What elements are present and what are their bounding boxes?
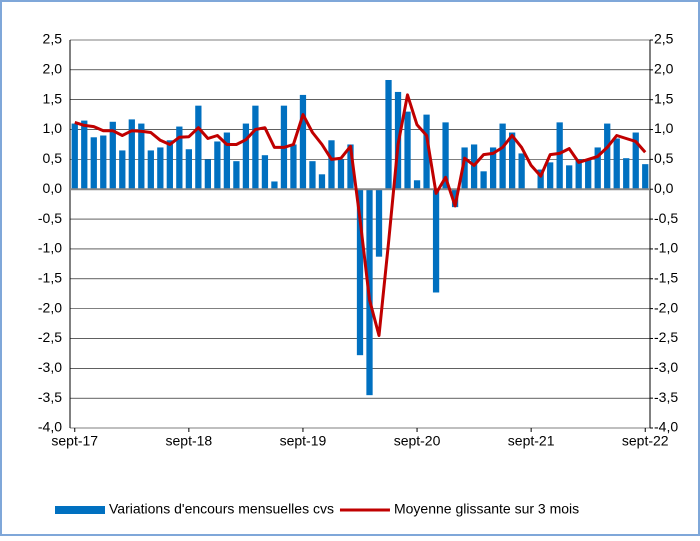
bar [309,161,316,190]
x-tick-label: sept-22 [622,433,669,449]
bar [347,144,354,190]
bar [195,105,202,190]
bar [642,164,649,190]
bar [147,150,154,190]
bar [480,171,487,190]
bar [176,126,183,190]
bar [204,159,212,190]
bar [385,79,392,190]
y-tick-label: -3,5 [38,389,62,405]
bar [100,135,107,190]
legend-label: Variations d'encours mensuelles cvs [109,501,334,517]
bar [290,144,297,190]
y2-tick-label: -0,5 [654,210,678,226]
bar [442,122,449,190]
y-tick-label: 0,0 [43,180,63,196]
bar [328,140,335,190]
y-tick-label: -1,0 [38,240,62,256]
y2-tick-label: 1,5 [654,90,674,106]
y2-tick-label: -4,0 [654,419,678,435]
y-tick-label: 0,5 [43,150,63,166]
bar [404,111,411,190]
y2-tick-label: -1,0 [654,240,678,256]
bar [613,138,620,190]
bar [166,140,173,190]
bar [508,132,516,190]
bar [499,123,506,190]
bar [623,158,630,190]
bar [489,147,497,190]
y-tick-label: 1,0 [43,120,63,136]
bar [575,159,582,190]
y2-tick-label: -3,0 [654,359,678,375]
bar [261,155,269,190]
bar [566,165,573,190]
bar [413,180,421,190]
y2-tick-label: 2,0 [654,61,674,77]
bar [547,162,554,190]
bar [214,141,221,190]
bar [423,114,430,190]
bar [71,123,78,190]
y2-tick-label: -2,5 [654,329,678,345]
y2-tick-label: 0,5 [654,150,674,166]
y-tick-label: -0,5 [38,210,62,226]
y-tick-label: -2,5 [38,329,62,345]
bar [271,181,278,190]
y2-tick-label: -2,0 [654,299,678,315]
bar [356,189,364,356]
y-tick-label: 1,5 [43,90,63,106]
bar [90,137,97,190]
bar [585,159,592,190]
y-tick-label: 2,0 [43,61,63,77]
y2-tick-label: -3,5 [654,389,678,405]
x-tick-label: sept-17 [51,433,98,449]
bar [632,132,639,190]
legend-swatch [55,506,105,514]
y-tick-label: -4,0 [38,419,62,435]
bar [128,119,135,190]
bar [518,153,525,190]
x-tick-label: sept-20 [394,433,441,449]
bar [594,147,601,190]
bar [537,169,544,190]
x-tick-label: sept-18 [166,433,213,449]
bar [432,189,440,293]
bar [138,123,145,190]
y2-tick-label: 0,0 [654,180,674,196]
bar [119,150,126,190]
y-tick-label: -2,0 [38,299,62,315]
bar [185,149,192,190]
bar [337,159,345,190]
bar [223,132,231,190]
y-tick-label: -1,5 [38,269,62,285]
y2-tick-label: -1,5 [654,269,678,285]
bar [461,147,468,190]
bar [318,174,326,190]
bar [556,122,563,190]
bar [233,161,240,190]
x-tick-label: sept-21 [508,433,555,449]
y-tick-label: 2,5 [43,31,63,47]
bar [299,94,307,190]
bar [157,147,164,190]
y-tick-label: -3,0 [38,359,62,375]
legend-label: Moyenne glissante sur 3 mois [394,501,579,517]
bar [81,120,88,190]
bar [604,123,611,190]
bar [109,121,116,190]
y2-tick-label: 2,5 [654,31,674,47]
bar [451,189,459,208]
bar [252,105,259,190]
bar [242,123,250,190]
x-tick-label: sept-19 [280,433,327,449]
bar [375,189,383,257]
y2-tick-label: 1,0 [654,120,674,136]
line [74,93,647,337]
